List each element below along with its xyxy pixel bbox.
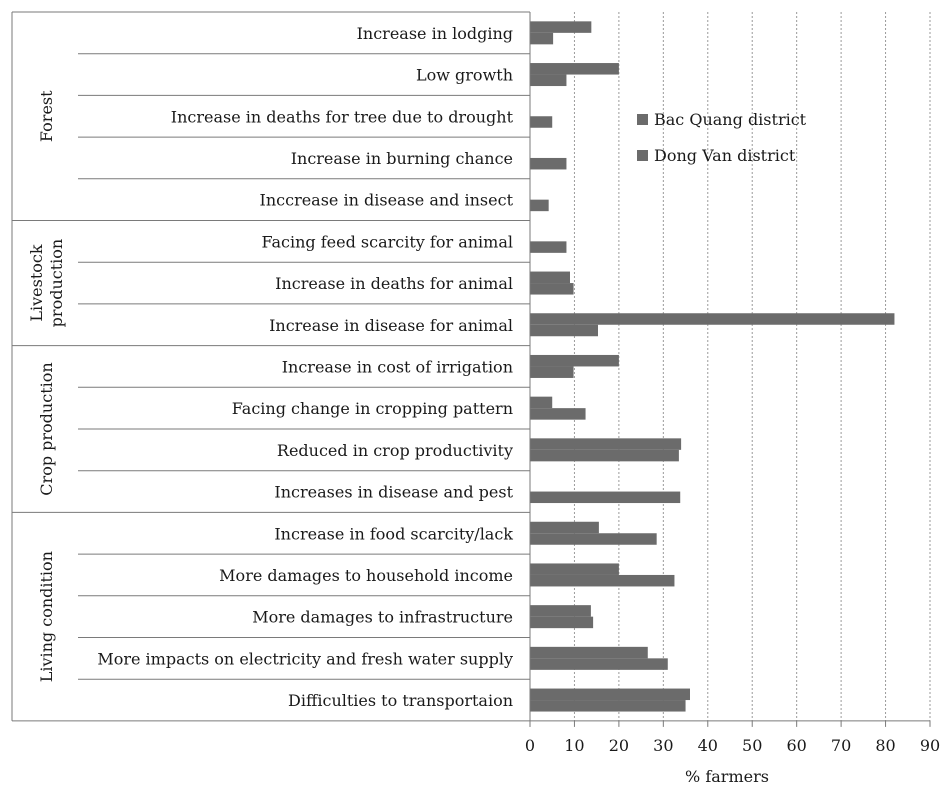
bar-bac-quang-district-more-damages-to-infrastructure — [530, 605, 591, 617]
group-label-livestock-production: Livestockproduction — [27, 239, 66, 328]
category-label-difficulties-to-transportaion: Difficulties to transportaion — [288, 691, 513, 710]
bar-dong-van-district-increase-in-deaths-for-animal — [530, 283, 574, 295]
category-label-increase-in-cost-of-irrigation: Increase in cost of irrigation — [282, 357, 513, 376]
x-tick-label-0: 0 — [525, 736, 535, 755]
category-label-facing-feed-scarcity-for-animal: Facing feed scarcity for animal — [261, 232, 513, 251]
group-labels: Forest Livestockproduction Crop production… — [27, 90, 66, 682]
bar-dong-van-district-more-impacts-on-electricity-and-fresh-water-supply — [530, 658, 668, 670]
bar-bac-quang-district-low-growth — [530, 63, 619, 75]
bar-bac-quang-district-more-impacts-on-electricity-and-fresh-water-supply — [530, 646, 648, 659]
category-label-more-damages-to-infrastructure: More damages to infrastructure — [252, 608, 513, 627]
group-label-living-condition: Living condition — [37, 551, 56, 682]
x-axis: 0 10 20 30 40 50 60 70 80 90 — [12, 12, 940, 755]
category-label-low-growth: Low growth — [416, 66, 513, 85]
bar-bac-quang-district-facing-change-in-cropping-pattern — [530, 396, 553, 409]
bar-bac-quang-district-increase-in-deaths-for-animal — [530, 271, 570, 284]
bar-dong-van-district-increase-in-deaths-for-tree-due-to-drought — [530, 116, 553, 128]
bar-bac-quang-district-increase-in-lodging — [530, 21, 592, 33]
category-label-increase-in-deaths-for-tree-due-to-drought: Increase in deaths for tree due to droug… — [171, 107, 514, 126]
x-tick-label-80: 80 — [875, 736, 895, 755]
category-label-more-damages-to-household-income: More damages to household income — [219, 566, 513, 585]
legend-label-dong-van: Dong Van district — [654, 146, 796, 165]
bar-bac-quang-district-increase-in-food-scarcity-lack — [530, 521, 599, 534]
category-label-increases-in-disease-and-pest: Increases in disease and pest — [274, 483, 513, 502]
group-label-forest: Forest — [37, 90, 56, 142]
category-label-more-impacts-on-electricity-and-fresh-water-supply: More impacts on electricity and fresh wa… — [97, 649, 513, 668]
bar-dong-van-district-increase-in-disease-for-animal — [530, 324, 598, 337]
legend-swatch-bac-quang — [637, 114, 648, 125]
bar-bac-quang-district-reduced-in-crop-productivity — [530, 438, 682, 450]
category-label-facing-change-in-cropping-pattern: Facing change in cropping pattern — [232, 399, 513, 418]
bar-dong-van-district-facing-feed-scarcity-for-animal — [530, 241, 567, 253]
category-label-reduced-in-crop-productivity: Reduced in crop productivity — [277, 441, 513, 460]
x-tick-label-90: 90 — [920, 736, 940, 755]
x-tick-label-60: 60 — [786, 736, 806, 755]
bar-dong-van-district-increase-in-cost-of-irrigation — [530, 366, 574, 378]
legend-swatch-dong-van — [637, 150, 648, 161]
legend: Bac Quang district Dong Van district — [637, 110, 807, 165]
bar-dong-van-district-more-damages-to-household-income — [530, 574, 675, 587]
bar-bac-quang-district-increase-in-cost-of-irrigation — [530, 354, 619, 367]
bar-dong-van-district-reduced-in-crop-productivity — [530, 449, 679, 462]
bar-dong-van-district-increase-in-burning-chance — [530, 157, 567, 170]
category-label-increase-in-food-scarcity-lack: Increase in food scarcity/lack — [274, 524, 513, 543]
bar-dong-van-district-facing-change-in-cropping-pattern — [530, 408, 586, 420]
bar-bac-quang-district-increase-in-disease-for-animal — [530, 313, 895, 325]
bar-dong-van-district-difficulties-to-transportaion — [530, 700, 686, 712]
bar-dong-van-district-more-damages-to-infrastructure — [530, 616, 594, 629]
x-tick-label-40: 40 — [698, 736, 718, 755]
bar-dong-van-district-increases-in-disease-and-pest — [530, 491, 681, 504]
bars — [530, 21, 895, 712]
legend-label-bac-quang: Bac Quang district — [654, 110, 807, 129]
bar-dong-van-district-increase-in-lodging — [530, 32, 554, 45]
x-axis-title: % farmers — [685, 767, 769, 786]
category-labels: Increase in lodging Low growth Increase in… — [97, 24, 513, 710]
x-tick-label-10: 10 — [564, 736, 584, 755]
category-label-increase-in-disease-for-animal: Increase in disease for animal — [269, 316, 513, 335]
bar-dong-van-district-inccrease-in-disease-and-insect — [530, 199, 549, 212]
x-tick-label-20: 20 — [609, 736, 629, 755]
bar-bac-quang-district-more-damages-to-household-income — [530, 563, 619, 575]
category-label-increase-in-burning-chance: Increase in burning chance — [291, 149, 513, 168]
group-label-crop-production: Crop production — [37, 362, 56, 495]
category-label-increase-in-deaths-for-animal: Increase in deaths for animal — [275, 274, 513, 293]
x-tick-label-50: 50 — [742, 736, 762, 755]
category-label-increase-in-lodging: Increase in lodging — [357, 24, 513, 43]
category-table-frame — [11, 11, 530, 721]
category-label-inccrease-in-disease-and-insect: Inccrease in disease and insect — [260, 191, 514, 210]
x-tick-label-30: 30 — [653, 736, 673, 755]
bar-bac-quang-district-difficulties-to-transportaion — [530, 688, 690, 701]
x-tick-label-70: 70 — [831, 736, 851, 755]
bar-dong-van-district-low-growth — [530, 74, 567, 87]
bar-dong-van-district-increase-in-food-scarcity-lack — [530, 533, 657, 545]
